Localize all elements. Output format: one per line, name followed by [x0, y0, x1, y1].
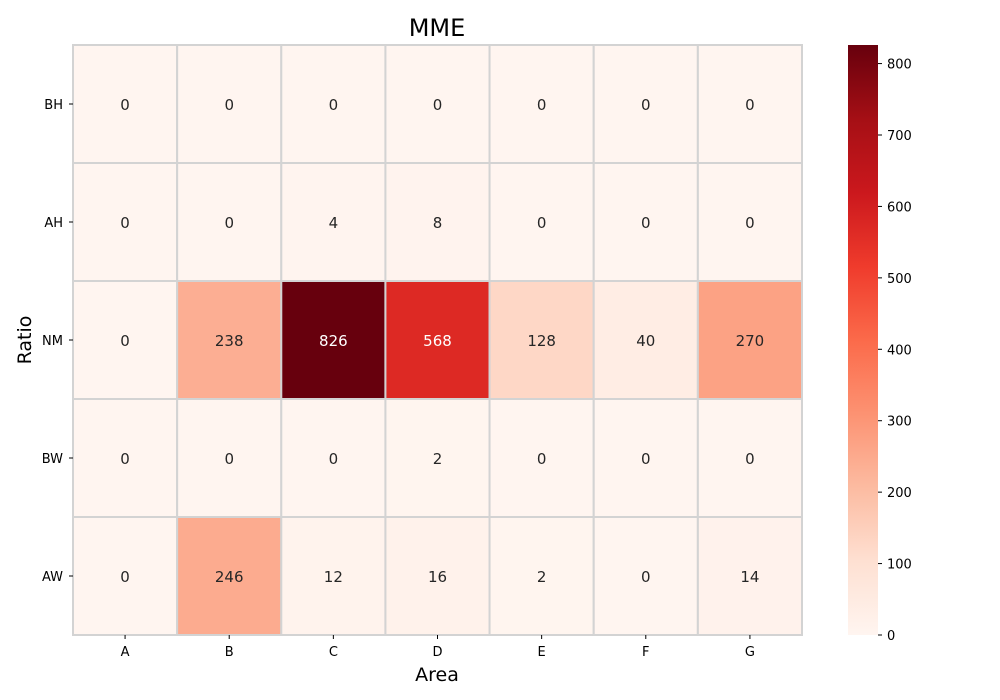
x-tick-label: F	[642, 645, 649, 660]
y-tick-label: AW	[42, 570, 63, 585]
heatmap-cell	[384, 398, 491, 518]
x-tick-label: G	[745, 645, 755, 660]
heatmap-cell	[696, 162, 803, 282]
y-tick-label: BH	[44, 98, 63, 113]
x-tick-label: D	[432, 645, 442, 660]
cell-value-label: 0	[641, 96, 651, 114]
chart-title: MME	[409, 14, 466, 42]
colorbar-ticks: 0 100 200 300 400 500 600 700 800	[878, 58, 912, 644]
cell-value-label: 128	[527, 332, 556, 350]
colorbar-tick-label: 200	[887, 486, 912, 501]
colorbar-tick-label: 600	[887, 200, 912, 215]
heatmap-cells: 0 0 0 0 0 0 0 0 0 4 8 0 0 0 0 238 826 568 128 40 270 0 0 0 2 0 0 0 0…	[72, 44, 803, 636]
cell-value-label: 0	[537, 450, 547, 468]
cell-value-label: 0	[120, 568, 130, 586]
colorbar-tick-label: 800	[887, 58, 912, 73]
cell-value-label: 4	[329, 214, 339, 232]
cell-value-label: 0	[641, 450, 651, 468]
cell-value-label: 2	[537, 568, 547, 586]
cell-value-label: 8	[433, 214, 443, 232]
heatmap-cell	[72, 44, 179, 164]
cell-value-label: 2	[433, 450, 443, 468]
cell-value-label: 0	[120, 96, 130, 114]
cell-value-label: 0	[537, 214, 547, 232]
cell-value-label: 12	[324, 568, 343, 586]
heatmap-cell	[384, 280, 491, 400]
x-tick-label: C	[329, 645, 338, 660]
cell-value-label: 0	[537, 96, 547, 114]
cell-value-label: 0	[745, 96, 755, 114]
heatmap-cell	[280, 280, 387, 400]
heatmap-cell	[280, 162, 387, 282]
heatmap-cell	[72, 516, 179, 636]
cell-value-label: 0	[329, 96, 339, 114]
heatmap-cell	[72, 398, 179, 518]
colorbar-tick-label: 500	[887, 272, 912, 287]
colorbar-tick-label: 700	[887, 129, 912, 144]
heatmap-cell	[592, 280, 699, 400]
heatmap-cell	[488, 162, 595, 282]
cell-value-label: 0	[224, 450, 234, 468]
cell-value-label: 0	[745, 450, 755, 468]
cell-value-label: 40	[636, 332, 655, 350]
cell-value-label: 0	[641, 214, 651, 232]
cell-value-label: 0	[745, 214, 755, 232]
x-axis-label: Area	[415, 664, 459, 686]
cell-value-label: 826	[319, 332, 348, 350]
cell-value-label: 238	[215, 332, 244, 350]
cell-value-label: 568	[423, 332, 452, 350]
colorbar-tick-label: 300	[887, 415, 912, 430]
y-tick-label: NM	[42, 334, 63, 349]
cell-value-label: 0	[120, 332, 130, 350]
heatmap-cell	[592, 398, 699, 518]
heatmap-cell	[176, 44, 283, 164]
x-tick-label: A	[121, 645, 130, 660]
cell-value-label: 0	[120, 450, 130, 468]
cell-value-label: 0	[120, 214, 130, 232]
x-tick-label: E	[538, 645, 546, 660]
y-tick-label: AH	[44, 216, 63, 231]
cell-value-label: 14	[740, 568, 759, 586]
heatmap-cell	[280, 516, 387, 636]
cell-value-label: 246	[215, 568, 244, 586]
heatmap-cell	[280, 44, 387, 164]
colorbar-tick-label: 400	[887, 343, 912, 358]
heatmap-cell	[176, 280, 283, 400]
heatmap-cell	[696, 398, 803, 518]
cell-value-label: 270	[736, 332, 765, 350]
colorbar-tick-label: 100	[887, 558, 912, 573]
x-tick-label: B	[225, 645, 234, 660]
heatmap-cell	[488, 280, 595, 400]
colorbar	[848, 45, 878, 635]
heatmap-cell	[696, 280, 803, 400]
cell-value-label: 0	[329, 450, 339, 468]
y-axis-label: Ratio	[14, 316, 36, 365]
x-axis-ticks: A B C D E F G	[121, 635, 755, 660]
cell-value-label: 0	[641, 568, 651, 586]
heatmap-cell	[592, 44, 699, 164]
cell-value-label: 0	[433, 96, 443, 114]
colorbar-tick-label: 0	[887, 629, 895, 644]
cell-value-label: 16	[428, 568, 447, 586]
cell-value-label: 0	[224, 214, 234, 232]
cell-value-label: 0	[224, 96, 234, 114]
y-axis-ticks: BH AH NM BW AW	[42, 98, 73, 585]
y-tick-label: BW	[42, 452, 63, 467]
heatmap-cell	[176, 398, 283, 518]
